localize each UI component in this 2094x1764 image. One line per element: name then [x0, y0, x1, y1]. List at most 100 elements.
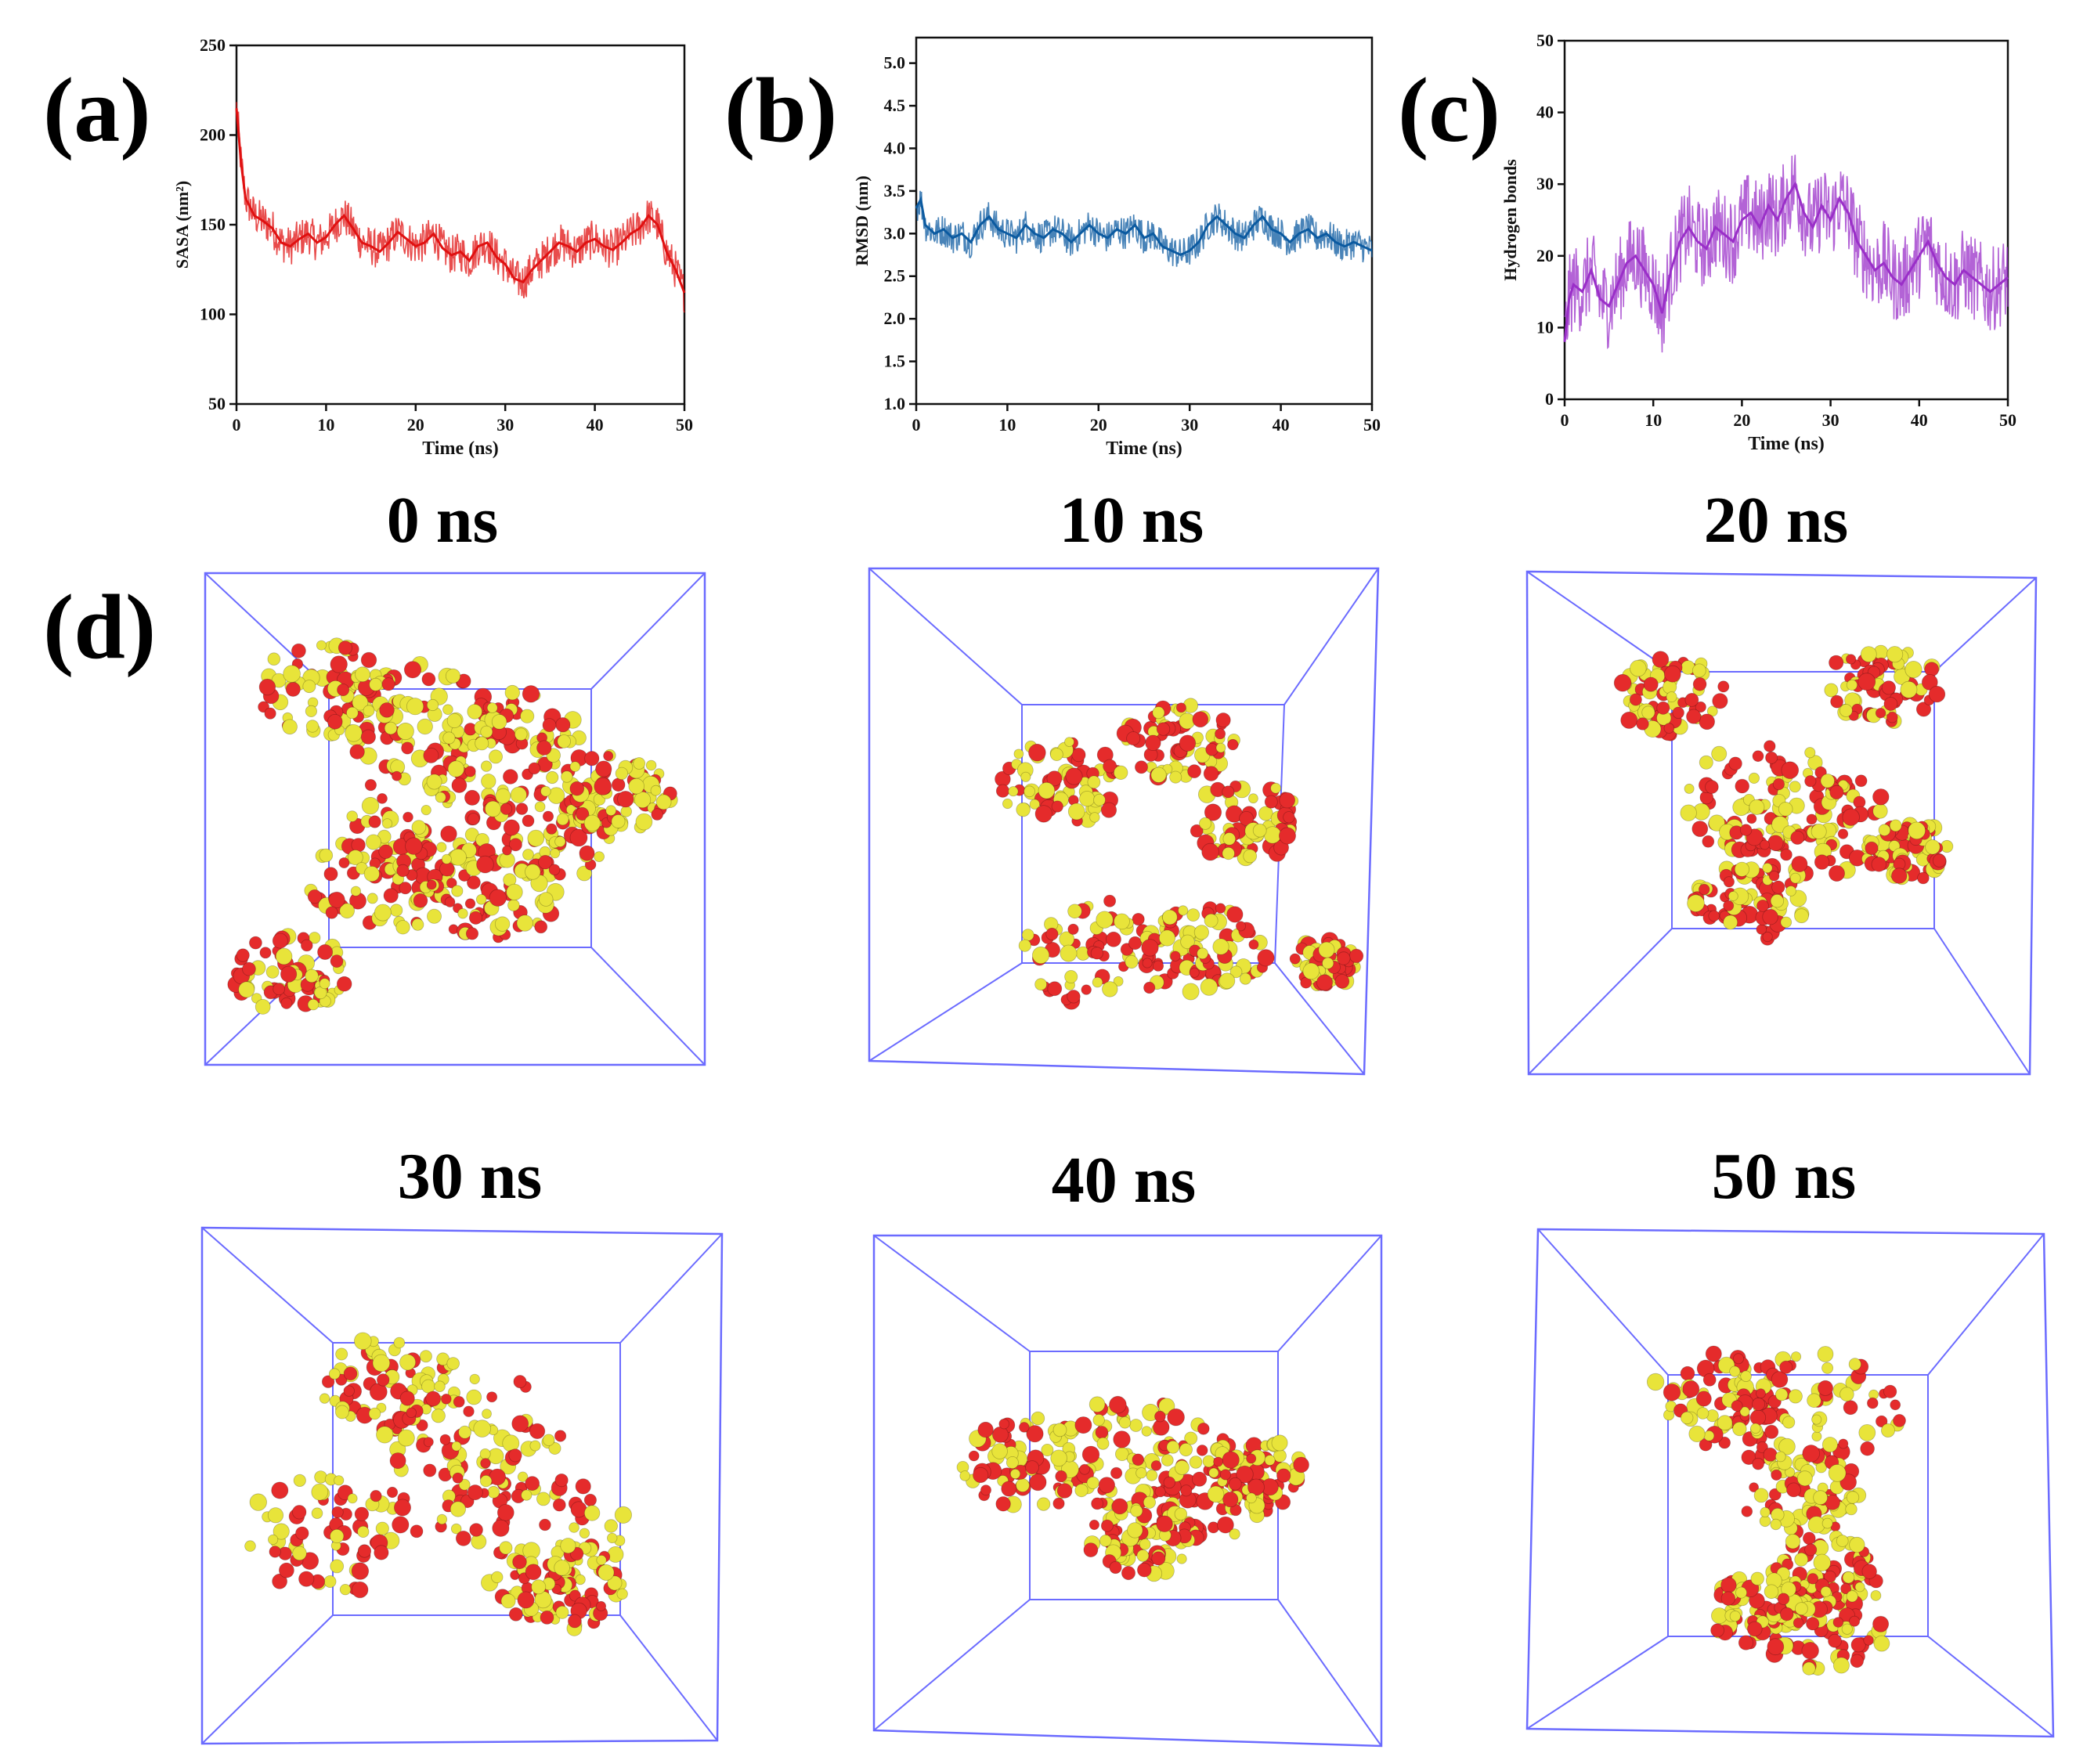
atom [511, 1415, 529, 1433]
y-tick-label: 40 [1536, 103, 1554, 122]
x-tick-label: 50 [1999, 410, 2016, 430]
atom [1187, 764, 1201, 778]
atom [465, 927, 479, 940]
atom [1067, 904, 1082, 919]
atom [1863, 1635, 1874, 1646]
atom [500, 1593, 516, 1609]
atom [1212, 938, 1229, 955]
atom [1162, 909, 1178, 925]
atom [1764, 740, 1776, 752]
box-depth-edge [1933, 928, 2031, 1075]
atom [579, 1528, 590, 1539]
atom [1663, 723, 1675, 734]
atom [1767, 835, 1784, 851]
atom [457, 908, 468, 919]
atom [283, 665, 301, 683]
x-tick-label: 50 [1363, 415, 1381, 435]
y-tick-label: 1.0 [884, 394, 906, 413]
atom [525, 1476, 540, 1491]
atom [1092, 1413, 1105, 1427]
y-tick-label: 50 [1536, 31, 1554, 50]
atom [1708, 814, 1726, 831]
atom [1118, 1416, 1132, 1429]
atom [1263, 826, 1282, 844]
atom [1837, 828, 1849, 839]
atom [605, 805, 617, 817]
atom [1065, 767, 1083, 785]
box-depth-edge [1927, 1636, 2054, 1737]
atom [339, 903, 356, 919]
atom [368, 815, 381, 828]
atom [1749, 799, 1765, 815]
atom [1767, 1638, 1785, 1656]
atom [1141, 939, 1159, 957]
atom [1213, 1456, 1223, 1467]
atom [1821, 1437, 1838, 1453]
atom [1051, 800, 1063, 813]
molecule-cluster [244, 1332, 633, 1636]
atom [607, 1546, 624, 1563]
atom [1013, 749, 1024, 759]
atom [446, 878, 457, 889]
plot-frame [1563, 39, 2009, 401]
atom [1096, 911, 1114, 929]
atom [1222, 832, 1237, 846]
atom [607, 1575, 623, 1591]
snapshot-box-2 [1525, 570, 2038, 1076]
atom [259, 947, 272, 959]
atom [1226, 906, 1244, 923]
atom [330, 1528, 345, 1544]
atom [575, 806, 590, 821]
atom [1828, 865, 1845, 882]
atom [1128, 936, 1143, 951]
box-depth-edge [1283, 568, 1379, 705]
atom [525, 864, 541, 880]
atom [1208, 1467, 1219, 1478]
atom [444, 896, 456, 907]
atom [363, 866, 380, 882]
atom [317, 944, 334, 961]
atom [634, 791, 652, 809]
atom [517, 1591, 535, 1609]
atom [1170, 951, 1181, 961]
atom [1788, 1389, 1803, 1404]
atom [539, 1518, 551, 1531]
atom [1723, 900, 1735, 911]
atom [1890, 868, 1908, 884]
atom [568, 1614, 582, 1629]
atom [381, 677, 395, 691]
atom [583, 1493, 598, 1507]
atom [1093, 793, 1106, 806]
atom [476, 855, 494, 874]
atom [468, 911, 483, 925]
atom [1723, 876, 1735, 888]
atom [1663, 1383, 1681, 1401]
atom [1143, 1495, 1157, 1509]
atom [503, 819, 520, 836]
atom [311, 1507, 323, 1519]
atom [489, 889, 507, 907]
atom [583, 814, 601, 832]
atom [616, 1588, 628, 1600]
atom [1349, 948, 1364, 964]
box-depth-edge [590, 947, 706, 1066]
atom [374, 1545, 389, 1560]
atom [607, 1532, 618, 1544]
atom [546, 823, 558, 835]
atom [1842, 808, 1860, 826]
atom [1005, 1456, 1019, 1470]
molecule-cluster [1613, 644, 1954, 946]
atom [401, 741, 414, 755]
atom [396, 864, 410, 878]
atom [1870, 1590, 1882, 1601]
atom [1828, 1633, 1842, 1648]
atom [1067, 923, 1079, 935]
atom [1839, 1387, 1854, 1402]
atom [1009, 1468, 1021, 1480]
snapshot-box-4 [872, 1234, 1383, 1748]
atom [1034, 805, 1053, 823]
atom [469, 1373, 480, 1385]
atom [1785, 1533, 1801, 1549]
atom [363, 705, 375, 717]
atom [278, 1562, 294, 1578]
